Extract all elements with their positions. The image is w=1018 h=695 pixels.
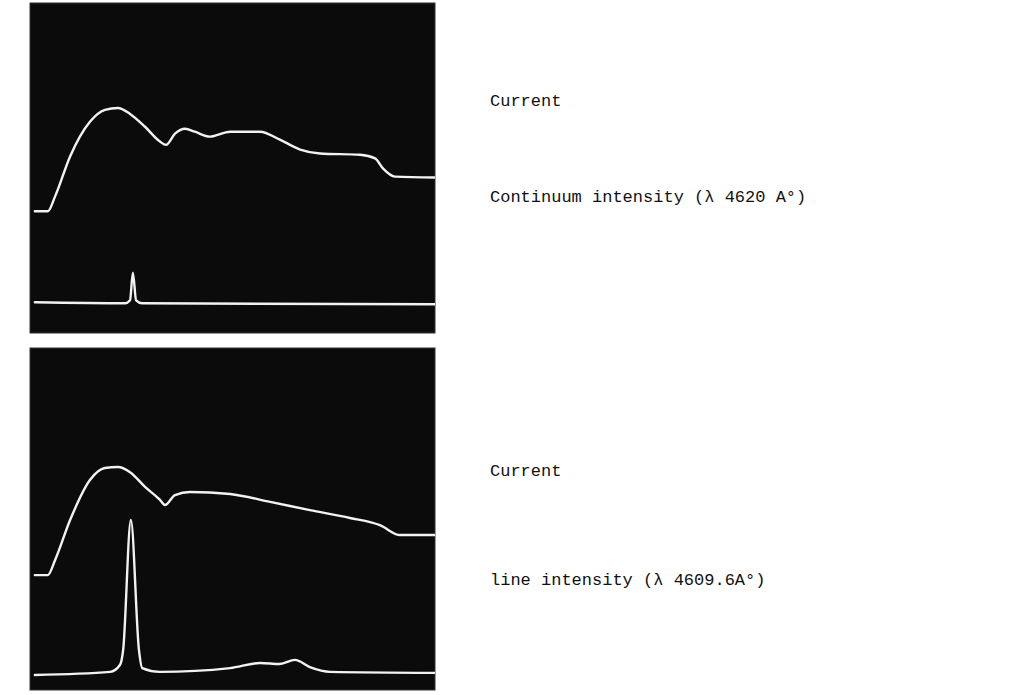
trace-line [35,520,435,675]
trace-label: Current [490,92,561,111]
page: Current Continuum intensity (λ 4620 A°) Cu… [0,0,1018,695]
trace-label: Current [490,462,561,481]
trace-label: line intensity (λ 4609.6A°) [490,571,765,590]
plot-frame [30,348,435,690]
plot-frame [30,3,435,333]
trace-label: Continuum intensity (λ 4620 A°) [490,188,806,207]
trace-line [35,108,435,211]
traces [35,467,435,675]
traces [35,108,435,304]
scope-panel [30,348,435,690]
trace-line [35,273,435,305]
trace-line [35,467,435,575]
scope-panel [30,3,435,333]
